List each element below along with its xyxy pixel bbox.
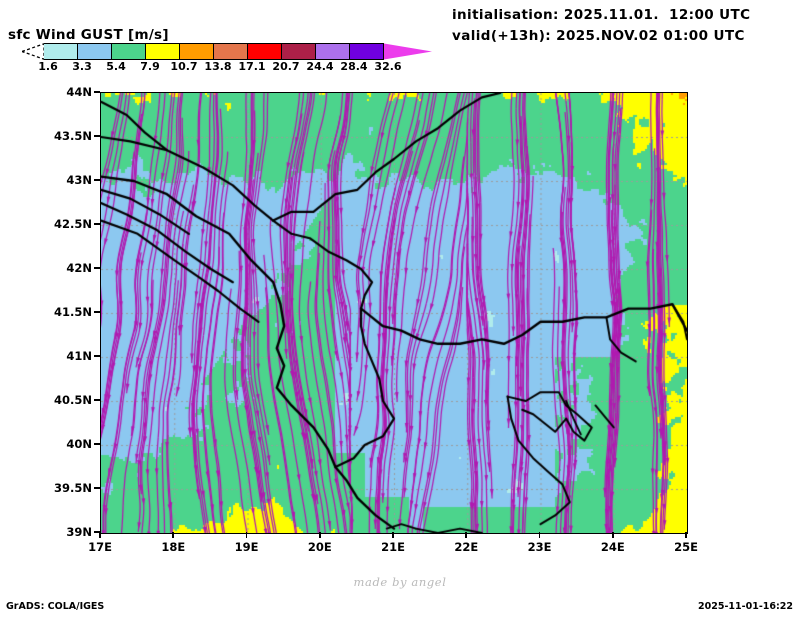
y-axis-tick-mark [94,135,100,137]
generation-timestamp-label: 2025-11-01-16:22 [698,601,793,612]
colorbar-swatch [78,43,112,60]
x-axis-tick-label: 22E [454,540,479,554]
y-axis-tick-label: 40.5N [54,393,92,407]
x-axis-tick-mark [611,532,614,538]
colorbar-swatch [350,43,384,60]
x-axis-tick-label: 23E [527,540,552,554]
colorbar-swatch [282,43,316,60]
colorbar-tick-label: 1.6 [38,60,58,73]
y-axis-tick-mark [94,531,100,533]
colorbar-swatch [180,43,214,60]
x-axis-tick-mark [318,532,321,538]
colorbar-tick-label: 7.9 [140,60,160,73]
y-axis-tick-label: 43N [66,173,92,187]
colorbar-legend [22,43,432,60]
y-axis-tick-label: 42.5N [54,217,92,231]
x-axis-tick-mark [538,532,541,538]
x-axis-tick-label: 19E [234,540,259,554]
y-axis-tick-label: 41N [66,349,92,363]
initialisation-time-label: initialisation: 2025.11.01. 12:00 UTC [452,7,751,23]
map-plot-area [100,92,688,534]
colorbar-tick-label: 10.7 [170,60,198,73]
grads-credit-label: GrADS: COLA/IGES [6,601,105,612]
wind-gust-field-canvas [101,93,687,533]
colorbar-tick-label: 5.4 [106,60,126,73]
x-axis-tick-mark [99,532,101,538]
colorbar-swatch [44,43,78,60]
colorbar-tick-label: 32.6 [374,60,402,73]
x-axis-tick-mark [392,532,394,538]
x-axis-tick-label: 25E [674,540,698,554]
y-axis-tick-mark [94,399,100,401]
y-axis-tick-label: 39.5N [54,481,92,495]
y-axis-tick-mark [94,311,100,313]
colorbar-swatch [112,43,146,60]
colorbar-over-cap [384,43,432,60]
y-axis-tick-mark [94,443,100,445]
y-axis-tick-mark [94,487,100,489]
x-axis-tick-label: 18E [161,540,186,554]
watermark-text: made by angel [353,575,447,589]
colorbar-tick-label: 24.4 [306,60,334,73]
colorbar-tick-label: 20.7 [272,60,300,73]
x-axis-tick-label: 20E [307,540,332,554]
x-axis-tick-mark [172,532,175,538]
colorbar-under-cap [22,43,44,60]
y-axis-tick-mark [94,223,100,225]
colorbar-tick-label: 3.3 [72,60,92,73]
y-axis-tick-label: 40N [66,437,92,451]
colorbar-swatch [214,43,248,60]
x-axis-tick-mark [245,532,248,538]
y-axis-tick-mark [94,355,100,357]
y-axis-tick-label: 42N [66,261,92,275]
x-axis-tick-label: 24E [600,540,625,554]
valid-time-label: valid(+13h): 2025.NOV.02 01:00 UTC [452,28,745,44]
x-axis-tick-mark [685,532,687,538]
colorbar-tick-label: 17.1 [238,60,266,73]
y-axis-tick-label: 43.5N [54,129,92,143]
x-axis-tick-label: 21E [381,540,405,554]
x-axis-tick-label: 17E [88,540,112,554]
colorbar-tick-label: 13.8 [204,60,232,73]
colorbar-swatch [248,43,282,60]
y-axis-tick-mark [94,91,100,93]
x-axis-tick-mark [465,532,468,538]
y-axis-tick-label: 39N [66,525,92,539]
y-axis-tick-label: 41.5N [54,305,92,319]
page-title: sfc Wind GUST [m/s] [8,27,169,43]
colorbar-tick-label: 28.4 [340,60,368,73]
y-axis-tick-mark [94,179,100,181]
colorbar-swatch [146,43,180,60]
y-axis-tick-mark [94,267,100,269]
y-axis-tick-label: 44N [66,85,92,99]
colorbar-swatch [316,43,350,60]
